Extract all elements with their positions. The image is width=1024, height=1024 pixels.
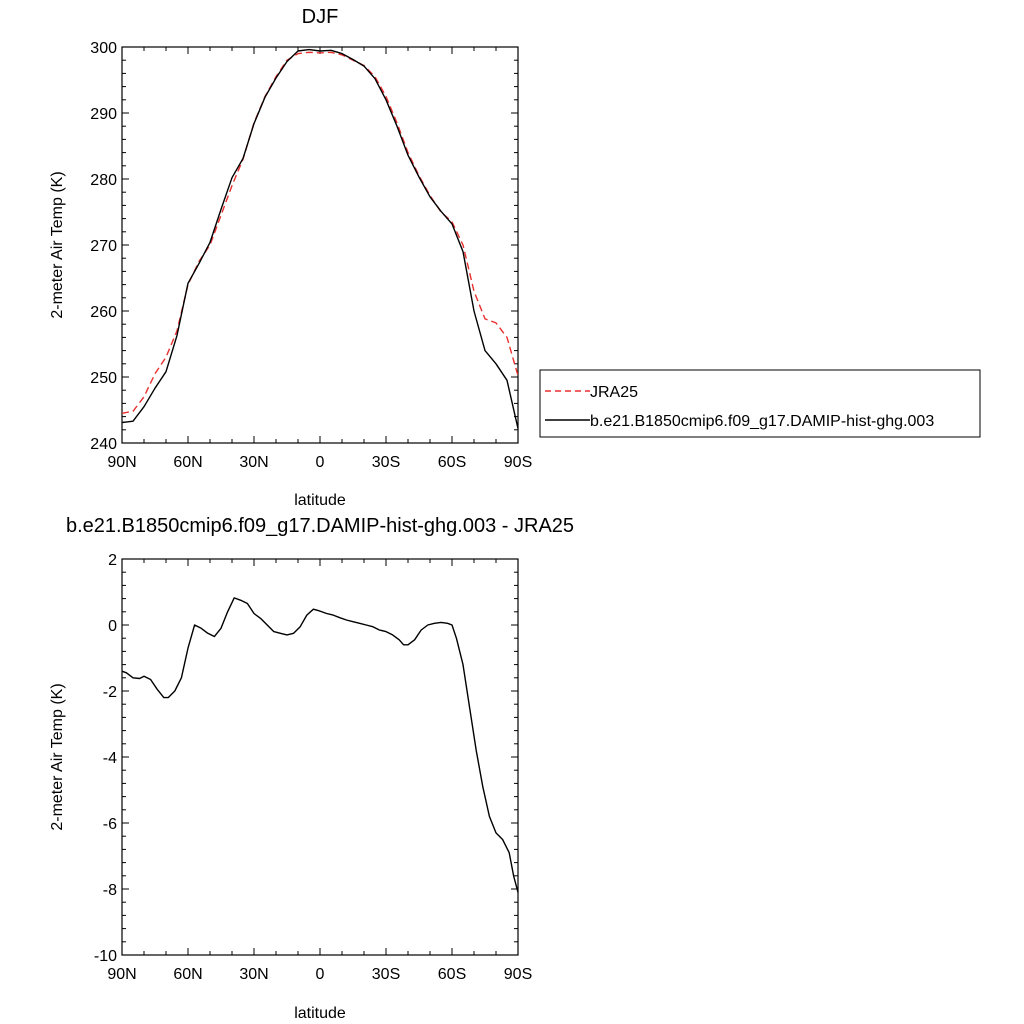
y-axis-label: 2-meter Air Temp (K) bbox=[49, 683, 66, 830]
panel-title: DJF bbox=[302, 6, 339, 28]
x-tick-label: 90S bbox=[504, 454, 532, 471]
x-ticks: 90N 60N 30N 0 30S 60S 90S bbox=[107, 47, 532, 471]
y-ticks: -10 -8 -6 -4 -2 0 2 bbox=[94, 552, 518, 965]
y-tick-label: 290 bbox=[90, 106, 117, 123]
x-tick-label: 0 bbox=[316, 454, 325, 471]
x-axis-label: latitude bbox=[294, 1005, 346, 1022]
panel-title: b.e21.B1850cmip6.f09_g17.DAMIP-hist-ghg.… bbox=[66, 515, 574, 537]
x-tick-label: 60S bbox=[438, 454, 466, 471]
x-tick-label: 30S bbox=[372, 966, 400, 983]
x-tick-label: 30S bbox=[372, 454, 400, 471]
y-tick-label: 260 bbox=[90, 304, 117, 321]
legend: JRA25 b.e21.B1850cmip6.f09_g17.DAMIP-his… bbox=[539, 369, 981, 438]
x-tick-label: 0 bbox=[316, 966, 325, 983]
series-line-model bbox=[121, 48, 519, 429]
legend-box bbox=[539, 369, 981, 438]
y-tick-label: 240 bbox=[90, 436, 117, 453]
y-axis-label: 2-meter Air Temp (K) bbox=[49, 171, 66, 318]
x-tick-label: 60S bbox=[438, 966, 466, 983]
y-tick-label: 2 bbox=[108, 552, 117, 569]
series-line-jra25 bbox=[121, 51, 519, 414]
difference-panel: b.e21.B1850cmip6.f09_g17.DAMIP-hist-ghg.… bbox=[49, 515, 574, 1022]
x-tick-label: 30N bbox=[239, 966, 268, 983]
x-tick-label: 60N bbox=[173, 966, 202, 983]
x-tick-label: 90S bbox=[504, 966, 532, 983]
y-tick-label: 280 bbox=[90, 172, 117, 189]
plot-frame bbox=[121, 46, 519, 444]
legend-label-jra25: JRA25 bbox=[590, 384, 638, 401]
y-tick-label: 0 bbox=[108, 618, 117, 635]
y-tick-label: 250 bbox=[90, 370, 117, 387]
y-tick-label: 300 bbox=[90, 40, 117, 57]
y-ticks: 240 250 260 270 280 290 300 bbox=[90, 40, 518, 453]
x-ticks: 90N 60N 30N 0 30S 60S 90S bbox=[107, 559, 532, 983]
x-tick-label: 90N bbox=[107, 454, 136, 471]
y-tick-label: -10 bbox=[94, 948, 117, 965]
series-line-difference bbox=[121, 597, 519, 893]
series-lines bbox=[121, 597, 519, 893]
y-tick-label: -4 bbox=[103, 750, 117, 767]
plot-frame bbox=[121, 558, 519, 956]
series-lines bbox=[121, 48, 519, 429]
y-tick-label: -6 bbox=[103, 816, 117, 833]
djf-temperature-panel: DJF 240 250 260 270 280 290 300 90N 60N 30N 0 30S 6… bbox=[49, 6, 532, 509]
x-axis-label: latitude bbox=[294, 492, 346, 509]
x-tick-label: 60N bbox=[173, 454, 202, 471]
x-tick-label: 30N bbox=[239, 454, 268, 471]
x-tick-label: 90N bbox=[107, 966, 136, 983]
y-tick-label: -8 bbox=[103, 882, 117, 899]
y-tick-label: 270 bbox=[90, 238, 117, 255]
legend-label-model: b.e21.B1850cmip6.f09_g17.DAMIP-hist-ghg.… bbox=[590, 413, 934, 430]
y-tick-label: -2 bbox=[103, 684, 117, 701]
